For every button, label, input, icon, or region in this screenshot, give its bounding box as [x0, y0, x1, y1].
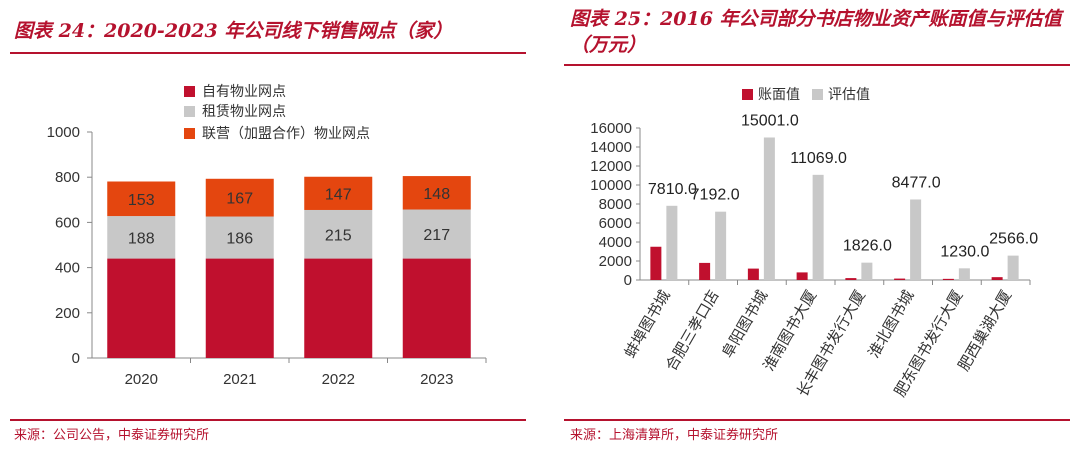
left-bar-value-label: 215: [325, 227, 352, 244]
right-bar: [796, 272, 808, 280]
right-bar: [1007, 255, 1019, 280]
left-legend-swatch: [184, 86, 195, 97]
right-chart-title: 图表 25：2016 年公司部分书店物业资产账面值与评估值（万元）: [570, 8, 1062, 56]
left-bar-segment: [107, 216, 176, 259]
right-bar: [942, 278, 954, 280]
right-legend-label: 评估值: [828, 86, 870, 102]
right-bar-value-label: 7192.0: [691, 187, 740, 204]
left-x-tick-label: 2023: [420, 371, 453, 388]
right-source: 来源：上海清算所，中泰证券研究所: [570, 428, 779, 443]
left-bar-value-label: 217: [423, 227, 450, 244]
left-x-tick-label: 2020: [125, 371, 158, 388]
right-x-tick-label: 肥西巢湖大厦: [955, 288, 1015, 374]
left-legend-label: 租赁物业网点: [202, 103, 286, 119]
left-bar-value-label: 167: [226, 191, 253, 208]
right-bar-value-label: 7810.0: [648, 181, 697, 198]
right-bar: [715, 211, 727, 280]
left-source: 来源：公司公告，中泰证券研究所: [14, 428, 210, 443]
right-y-tick-label: 16000: [590, 120, 632, 137]
left-x-tick-label: 2021: [223, 371, 256, 388]
right-legend-swatch: [812, 89, 823, 100]
right-bar: [763, 137, 775, 280]
left-chart-title: 图表 24：2020-2023 年公司线下销售网点（家）: [14, 20, 453, 42]
right-y-tick-label: 14000: [590, 139, 632, 156]
right-bar: [910, 199, 922, 280]
left-bar-segment: [402, 209, 471, 259]
left-y-tick-label: 0: [72, 350, 80, 367]
right-bar: [894, 278, 906, 280]
left-legend-label: 自有物业网点: [202, 83, 286, 99]
right-y-tick-label: 0: [624, 272, 632, 289]
left-y-tick-label: 800: [55, 169, 80, 186]
right-bar-value-label: 15001.0: [741, 112, 799, 129]
left-bar-value-label: 186: [226, 231, 253, 248]
right-y-tick-label: 8000: [599, 196, 632, 213]
left-bar-value-label: 147: [325, 186, 352, 203]
right-x-tick-label: 合肥三孝口店: [663, 288, 723, 374]
left-title-rule: [10, 52, 526, 54]
right-x-tick-label: 阜阳图书城: [719, 288, 771, 361]
right-bar: [861, 262, 873, 280]
left-x-tick-label: 2022: [322, 371, 355, 388]
right-source-rule: [564, 419, 1070, 421]
left-bar-segment: [304, 258, 373, 358]
left-bar-segment: [304, 209, 373, 259]
left-chart: 0 200 400 600 800 1000 188 153 2020 186 167 2021 215…: [47, 83, 487, 388]
right-x-tick-label: 蚌埠图书城: [621, 287, 674, 361]
right-bar: [650, 246, 662, 280]
left-legend-swatch: [184, 128, 195, 139]
right-bar: [958, 268, 970, 280]
left-legend-swatch: [184, 106, 195, 117]
right-bar-value-label: 8477.0: [892, 174, 941, 191]
right-chart-panel: 图表 25：2016 年公司部分书店物业资产账面值与评估值（万元） 0 2000 4…: [556, 0, 1080, 444]
right-y-tick-label: 2000: [599, 253, 632, 270]
right-x-tick-label: 淮北图书城: [865, 288, 917, 361]
left-bar-value-label: 188: [128, 230, 155, 247]
left-bar-segment: [107, 181, 176, 217]
right-y-tick-label: 4000: [599, 234, 632, 251]
right-y-tick-label: 6000: [599, 215, 632, 232]
left-bar-segment: [304, 176, 373, 210]
left-bar-segment: [402, 258, 471, 358]
right-title-rule: [564, 64, 1070, 66]
right-chart: 0 2000 4000 6000 8000 10000 12000 14000 16000 781…: [590, 86, 1038, 400]
left-y-tick-label: 1000: [47, 124, 80, 141]
left-bar-segment: [205, 258, 274, 358]
left-bar-value-label: 148: [423, 186, 450, 203]
left-y-tick-label: 600: [55, 214, 80, 231]
right-bar-value-label: 1826.0: [843, 238, 892, 255]
left-legend-label: 联营（加盟合作）物业网点: [202, 125, 370, 141]
left-bar-segment: [107, 258, 176, 358]
left-source-rule: [10, 419, 526, 421]
right-legend-swatch: [742, 89, 753, 100]
left-bar-value-label: 153: [128, 192, 155, 209]
right-bar: [747, 268, 759, 280]
right-bar-value-label: 11069.0: [790, 150, 847, 167]
right-legend-label: 账面值: [758, 86, 800, 102]
right-bar: [699, 262, 711, 280]
left-bar-segment: [402, 176, 471, 210]
right-y-tick-label: 12000: [590, 158, 632, 175]
right-bar-value-label: 1230.0: [940, 243, 989, 260]
left-y-tick-label: 400: [55, 260, 80, 277]
left-chart-panel: 图表 24：2020-2023 年公司线下销售网点（家） 0 200 400 600 8…: [0, 0, 540, 444]
left-y-tick-label: 200: [55, 305, 80, 322]
right-bar: [845, 278, 857, 280]
right-bar: [666, 205, 678, 280]
left-bar-segment: [205, 216, 274, 259]
right-y-tick-label: 10000: [590, 177, 632, 194]
right-bar: [812, 174, 824, 280]
right-bar: [991, 277, 1003, 280]
left-bar-segment: [205, 178, 274, 217]
right-bar-value-label: 2566.0: [989, 231, 1038, 248]
